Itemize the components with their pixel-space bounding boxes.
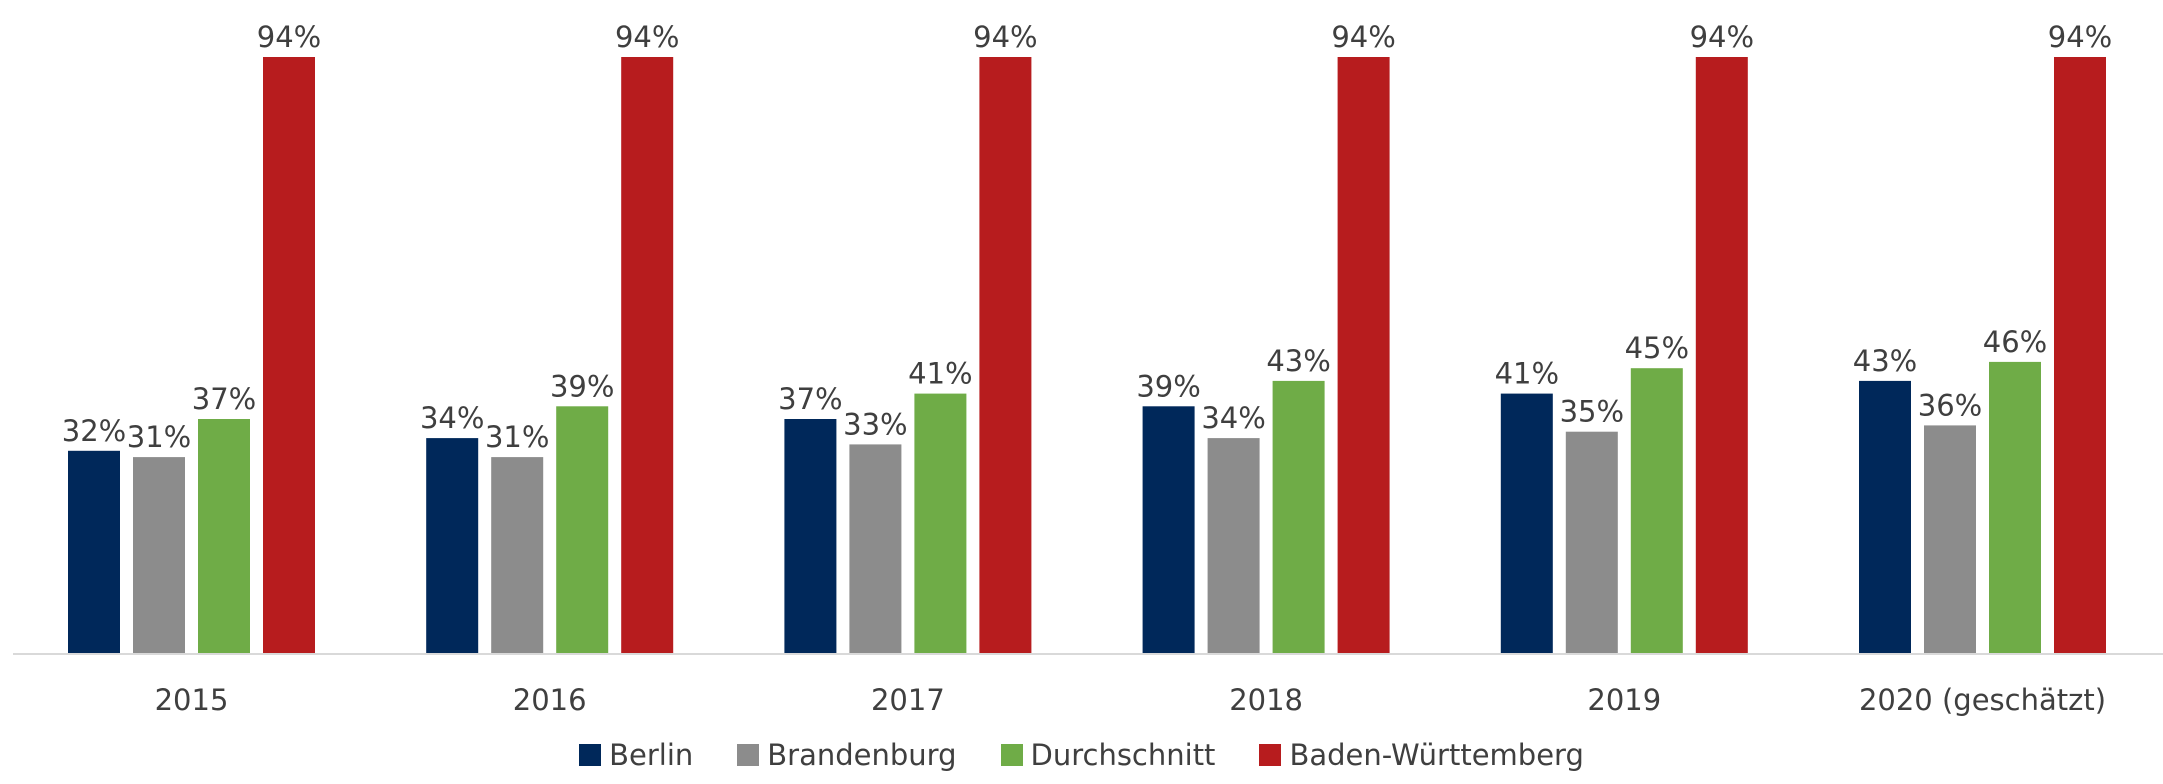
legend-swatch-baden-wuerttemberg: [1259, 744, 1282, 766]
data-label-baden-w-rttemberg-2019: 94%: [1690, 20, 1754, 54]
legend-item-baden-wuerttemberg: Baden-Württemberg: [1259, 738, 1584, 772]
bar-baden-w-rttemberg-2019: [1695, 57, 1748, 654]
bar-durchschnitt-2020-gesch-tzt: [1989, 361, 2041, 654]
data-label-durchschnitt-2018: 43%: [1266, 344, 1330, 378]
data-label-durchschnitt-2019: 45%: [1625, 331, 1689, 365]
x-tick-label-2020-gesch-tzt: 2020 (geschätzt): [1859, 683, 2106, 717]
data-label-baden-w-rttemberg-2016: 94%: [615, 20, 679, 54]
bar-baden-w-rttemberg-2015: [263, 57, 315, 654]
bar-brandenburg-2019: [1565, 431, 1618, 654]
data-label-brandenburg-2018: 34%: [1201, 401, 1265, 435]
legend-item-berlin: Berlin: [579, 738, 693, 772]
bar-durchschnitt-2015: [198, 419, 250, 654]
legend-label-berlin: Berlin: [609, 738, 694, 772]
data-label-berlin-2019: 41%: [1495, 357, 1559, 391]
bar-baden-w-rttemberg-2020-gesch-tzt: [2054, 57, 2106, 654]
data-label-brandenburg-2016: 31%: [485, 420, 549, 454]
legend-label-durchschnitt: Durchschnitt: [1030, 738, 1216, 772]
bar-durchschnitt-2017: [914, 393, 967, 654]
data-label-durchschnitt-2017: 41%: [908, 357, 972, 391]
legend-swatch-brandenburg: [737, 744, 760, 766]
legend-item-durchschnitt: Durchschnitt: [1000, 738, 1216, 772]
data-label-durchschnitt-2020-gesch-tzt: 46%: [1983, 325, 2047, 359]
data-label-brandenburg-2020-gesch-tzt: 36%: [1918, 388, 1982, 422]
bar-berlin-2016: [426, 438, 479, 654]
bar-berlin-2015: [68, 450, 120, 654]
bar-durchschnitt-2016: [556, 406, 609, 654]
data-label-brandenburg-2015: 31%: [127, 420, 191, 454]
bar-baden-w-rttemberg-2016: [621, 57, 674, 654]
bar-durchschnitt-2019: [1630, 368, 1683, 654]
data-label-durchschnitt-2016: 39%: [550, 369, 614, 403]
x-tick-labels-layer: 2015 2016 2017 2018 2019 2020 (geschätzt): [155, 683, 2106, 717]
data-label-baden-w-rttemberg-2017: 94%: [973, 20, 1037, 54]
bar-brandenburg-2015: [133, 457, 185, 654]
x-tick-label-2018: 2018: [1229, 683, 1303, 717]
bar-baden-w-rttemberg-2017: [979, 57, 1032, 654]
data-label-baden-w-rttemberg-2018: 94%: [1331, 20, 1395, 54]
bar-durchschnitt-2018: [1272, 380, 1325, 654]
bar-brandenburg-2016: [491, 457, 544, 654]
bar-brandenburg-2020-gesch-tzt: [1924, 425, 1976, 654]
legend-label-baden-wuerttemberg: Baden-Württemberg: [1289, 738, 1584, 772]
data-label-brandenburg-2019: 35%: [1560, 395, 1624, 429]
bar-berlin-2017: [784, 419, 837, 654]
x-tick-label-2016: 2016: [513, 683, 587, 717]
bar-brandenburg-2017: [849, 444, 902, 654]
bar-berlin-2018: [1142, 406, 1195, 654]
bar-berlin-2019: [1500, 393, 1553, 654]
data-label-baden-w-rttemberg-2015: 94%: [257, 20, 321, 54]
data-label-berlin-2016: 34%: [420, 401, 484, 435]
bars-layer: [68, 57, 2106, 654]
bar-berlin-2020-gesch-tzt: [1859, 380, 1911, 654]
legend-swatch-durchschnitt: [1000, 744, 1023, 766]
x-tick-label-2017: 2017: [871, 683, 945, 717]
bar-brandenburg-2018: [1207, 438, 1260, 654]
legend-swatch-berlin: [579, 744, 602, 766]
data-label-brandenburg-2017: 33%: [843, 407, 907, 441]
legend-label-brandenburg: Brandenburg: [767, 738, 957, 772]
data-label-berlin-2017: 37%: [778, 382, 842, 416]
x-tick-label-2019: 2019: [1587, 683, 1661, 717]
x-tick-label-2015: 2015: [155, 683, 229, 717]
legend-item-brandenburg: Brandenburg: [737, 738, 957, 772]
data-label-durchschnitt-2015: 37%: [192, 382, 256, 416]
value-labels-layer: 32% 31%37%94%34%31%39%94%37%33%41%94%39%3…: [62, 20, 2112, 454]
data-label-baden-w-rttemberg-2020-gesch-tzt: 94%: [2048, 20, 2112, 54]
bar-baden-w-rttemberg-2018: [1337, 57, 1390, 654]
legend: Berlin Brandenburg Durchschnitt Baden-Wü…: [0, 738, 2163, 772]
data-label-berlin-2015: 32%: [62, 414, 126, 448]
data-label-berlin-2020-gesch-tzt: 43%: [1853, 344, 1917, 378]
data-label-berlin-2018: 39%: [1136, 369, 1200, 403]
